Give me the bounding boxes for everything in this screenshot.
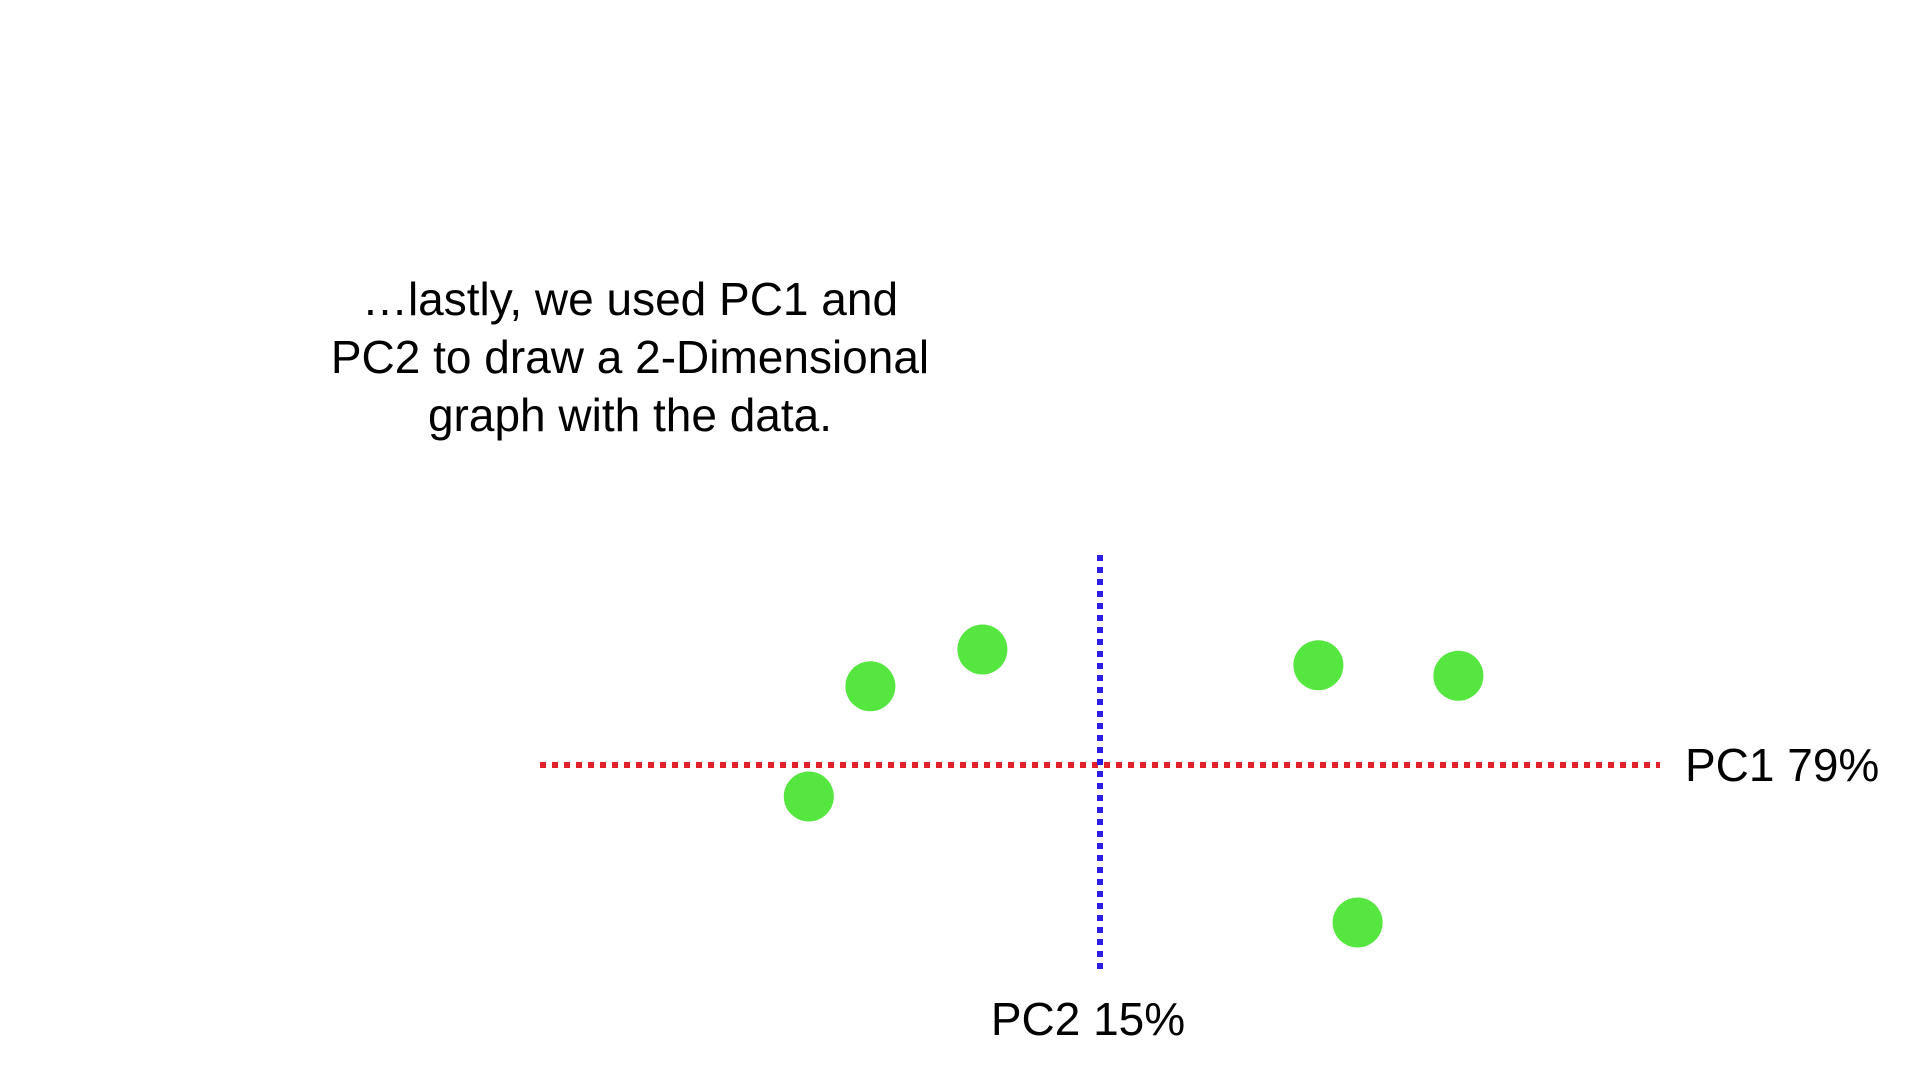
data-point [1433, 650, 1484, 701]
slide-caption: …lastly, we used PC1 and PC2 to draw a 2… [330, 273, 930, 441]
data-point [783, 771, 834, 822]
data-points [783, 624, 1484, 948]
pc2-axis-label: PC2 15% [991, 993, 1185, 1045]
data-point [845, 661, 896, 712]
data-point [1332, 897, 1383, 948]
pc1-axis-label: PC1 79% [1685, 739, 1879, 791]
data-point [957, 624, 1008, 675]
data-point [1293, 640, 1344, 691]
